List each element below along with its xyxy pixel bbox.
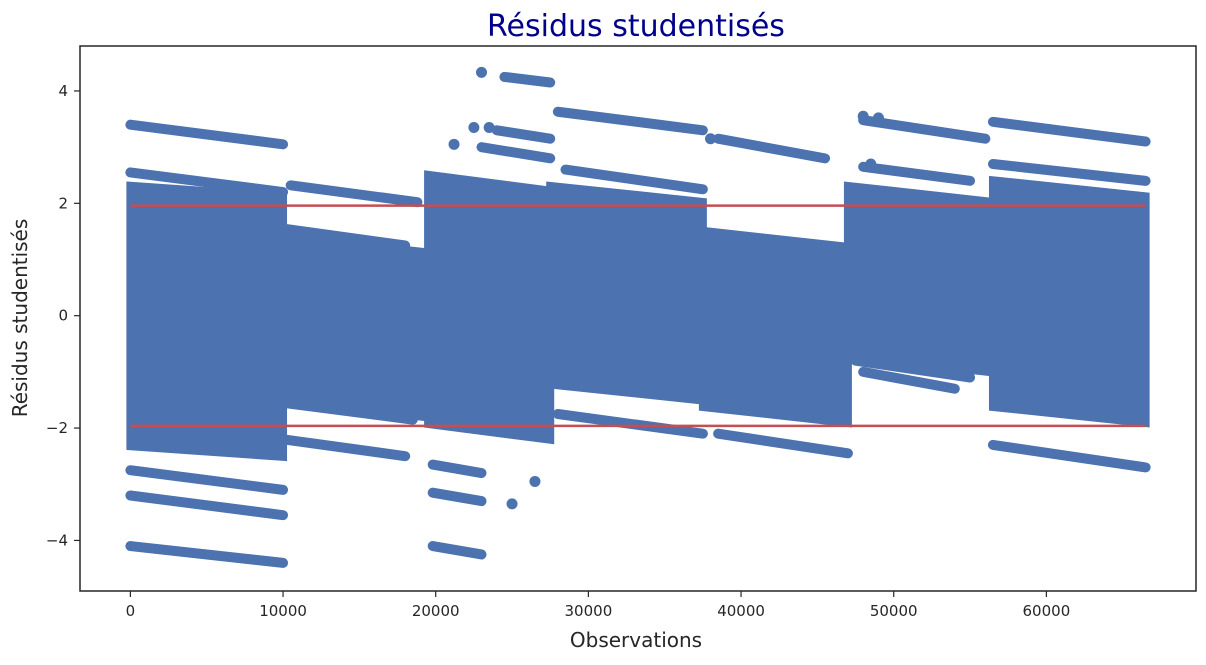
residual-streak-15 xyxy=(476,142,556,164)
y-tick-label: 4 xyxy=(58,82,68,100)
residual-streak-23 xyxy=(850,355,976,383)
residual-streak-5 xyxy=(125,541,289,568)
residual-streak-27 xyxy=(987,439,1151,473)
residual-point-6 xyxy=(448,138,460,150)
plot-frame xyxy=(79,45,1197,592)
chart-title: Résidus studentisés xyxy=(487,9,785,44)
residual-streak-11 xyxy=(427,487,487,507)
residual-streak-13 xyxy=(499,71,556,88)
residual-streak-14 xyxy=(491,125,556,144)
dense-point-band-6 xyxy=(843,181,997,377)
residual-streak-12 xyxy=(427,541,487,560)
x-tick-label: 50000 xyxy=(870,602,918,620)
residual-streak-22 xyxy=(858,161,976,186)
x-tick-label: 20000 xyxy=(412,602,460,620)
residual-streak-17 xyxy=(560,164,708,195)
residual-streak-8 xyxy=(278,397,418,425)
residual-streak-9 xyxy=(278,434,411,462)
residual-streak-19 xyxy=(713,133,831,164)
residual-streak-7 xyxy=(278,223,411,251)
x-tick-label: 40000 xyxy=(717,602,765,620)
residual-streak-24 xyxy=(858,366,960,394)
residual-streak-16 xyxy=(552,106,708,136)
y-tick-label: 2 xyxy=(58,194,68,212)
data-layer xyxy=(125,66,1151,568)
x-axis: 0 10000 20000 30000 40000 50000 60000 xyxy=(126,591,1071,620)
residual-streak-4 xyxy=(125,490,289,521)
residual-streak-1 xyxy=(125,119,289,150)
residual-streak-25 xyxy=(987,116,1151,147)
dense-point-band-4 xyxy=(546,181,707,405)
residual-point-2 xyxy=(857,110,869,122)
residual-streak-6 xyxy=(285,180,423,208)
dense-point-band-1 xyxy=(126,181,288,462)
dense-point-band-5 xyxy=(698,226,852,428)
y-axis: −4 −2 0 2 4 xyxy=(46,82,80,549)
residual-point-5 xyxy=(483,121,495,133)
x-tick-label: 30000 xyxy=(565,602,613,620)
residual-point-7 xyxy=(437,178,449,190)
residual-streak-18 xyxy=(552,409,708,439)
residual-streak-3 xyxy=(125,465,289,495)
x-tick-label: 0 xyxy=(126,602,136,620)
y-tick-label: −4 xyxy=(46,531,68,549)
residual-streak-26 xyxy=(987,158,1151,186)
residual-point-4 xyxy=(468,121,480,133)
y-axis-label: Résidus studentisés xyxy=(8,219,32,418)
dense-point-band-2 xyxy=(279,232,433,422)
residual-streak-2 xyxy=(125,167,289,198)
residual-streak-20 xyxy=(713,428,853,459)
residual-point-8 xyxy=(529,475,541,487)
x-tick-label: 60000 xyxy=(1023,602,1071,620)
x-axis-label: Observations xyxy=(570,628,702,652)
threshold-layer xyxy=(130,204,1146,428)
residual-point-1 xyxy=(476,66,488,78)
residual-point-10 xyxy=(865,158,877,170)
residual-streak-10 xyxy=(427,459,487,479)
residual-point-9 xyxy=(506,498,518,510)
y-tick-label: 0 xyxy=(58,307,68,325)
dense-point-band-7 xyxy=(988,175,1150,428)
residual-point-11 xyxy=(705,133,717,145)
x-tick-label: 10000 xyxy=(259,602,307,620)
residual-point-3 xyxy=(872,112,884,124)
dense-point-band-3 xyxy=(424,170,555,445)
plot-area xyxy=(125,66,1151,568)
y-tick-label: −2 xyxy=(46,419,68,437)
residual-streak-21 xyxy=(858,115,991,144)
